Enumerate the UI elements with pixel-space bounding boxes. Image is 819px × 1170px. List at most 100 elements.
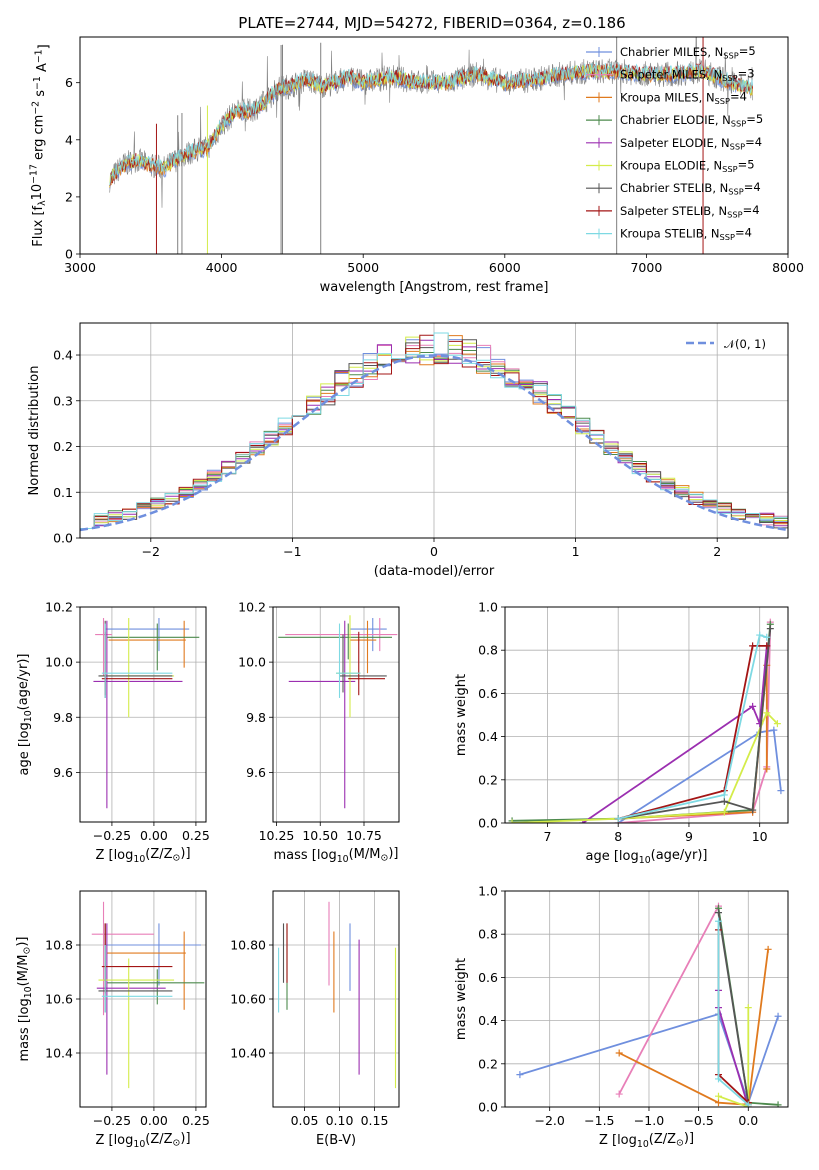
y-tick-label: 0.2 — [478, 772, 498, 787]
weight-marker — [516, 1071, 524, 1079]
x-tick-label: 8000 — [772, 260, 804, 275]
weight-marker — [763, 642, 771, 650]
y-tick-label: 0.4 — [478, 1013, 498, 1028]
x-tick-label: 0.05 — [291, 1113, 319, 1128]
x-tick-label: 0.25 — [182, 828, 210, 843]
y-tick-label: 0.6 — [478, 970, 498, 985]
legend-label: Chabrier ELODIE, NSSP​=5 — [620, 112, 763, 128]
x-tick-label: 0.25 — [182, 1113, 210, 1128]
x-tick-label: 10 — [752, 829, 768, 844]
legend-label: Kroupa MILES, NSSP​=4 — [620, 89, 747, 105]
weight-line-2 — [618, 949, 769, 1106]
weight-marker — [749, 642, 757, 650]
weight-marker — [774, 1012, 782, 1020]
weight-marker — [720, 791, 728, 799]
y-tick-label: 0.0 — [478, 1100, 498, 1115]
y-tick-label: 0 — [65, 247, 73, 262]
x-tick-label: 0.00 — [140, 1113, 168, 1128]
x-tick-label: 0.10 — [326, 1113, 354, 1128]
x-axis-label: Z [log10​(Z/Z⊙​)] — [95, 1131, 190, 1150]
x-axis-label: wavelength [Angstrom, rest frame] — [320, 280, 549, 295]
plot-area — [278, 901, 397, 1089]
chart-spectrum: 3000 4000 5000 6000 7000 8000 0 2 4 6 wavelength [… — [29, 36, 804, 295]
weight-marker — [615, 1090, 623, 1098]
y-axis-label: age [log10​(age/yr)] — [16, 654, 34, 776]
weight-marker — [720, 808, 728, 816]
y-tick-label: 9.6 — [53, 765, 73, 780]
weight-marker — [764, 945, 772, 953]
y-tick-label: 0.8 — [478, 927, 498, 942]
y-tick-label: 10.0 — [238, 655, 266, 670]
y-tick-label: 0.2 — [478, 1056, 498, 1071]
x-tick-label: 10.25 — [259, 828, 295, 843]
weight-marker — [770, 726, 778, 734]
residual-histogram-8 — [80, 332, 788, 529]
weight-marker — [749, 806, 757, 814]
y-tick-label: 0.0 — [478, 816, 498, 831]
x-tick-label: −1 — [283, 544, 301, 559]
y-tick-label: 0.1 — [53, 485, 73, 500]
weight-line-8 — [618, 633, 768, 820]
plot-area — [508, 618, 785, 823]
x-tick-label: 2 — [713, 544, 721, 559]
model-spectrum-8 — [109, 62, 753, 186]
figure-title: PLATE=2744, MJD=54272, FIBERID=0364, z=0… — [238, 14, 625, 32]
x-tick-label: −0.25 — [93, 1113, 131, 1128]
y-tick-label: 0.4 — [478, 729, 498, 744]
y-tick-label: 0.8 — [478, 643, 498, 658]
y-tick-label: 1.0 — [478, 884, 498, 899]
legend: 𝒩(0, 1) — [686, 337, 766, 351]
x-tick-label: −2.0 — [535, 1113, 565, 1128]
y-tick-label: 0.6 — [478, 686, 498, 701]
y-tick-label: 10.4 — [45, 1046, 73, 1061]
y-tick-label: 10.8 — [45, 938, 73, 953]
chart-mass_vs_Z: −0.25 0.00 0.25 10.4 10.6 10.8 Z [log10​(Z/Z⊙​… — [15, 890, 210, 1150]
weight-marker — [714, 1075, 722, 1083]
legend-label: Salpeter ELODIE, NSSP​=4 — [620, 135, 762, 151]
plot-area — [93, 618, 200, 809]
x-tick-label: 10.50 — [302, 828, 338, 843]
x-tick-label: 9 — [685, 829, 693, 844]
x-axis-label: Z [log10​(Z/Z⊙​)] — [95, 846, 190, 865]
y-tick-label: 1.0 — [478, 600, 498, 615]
weight-marker — [773, 720, 781, 728]
legend-label: Kroupa STELIB, NSSP​=4 — [620, 226, 752, 242]
legend-label: Salpeter STELIB, NSSP​=4 — [620, 203, 760, 219]
weight-line-4 — [582, 645, 768, 823]
x-tick-label: 0.15 — [361, 1113, 389, 1128]
weight-marker — [615, 1049, 623, 1057]
y-axis-label: mass [log10​(M/M⊙​)] — [15, 937, 34, 1062]
y-tick-label: 6 — [65, 75, 73, 90]
x-tick-label: 1 — [572, 544, 580, 559]
x-tick-label: −1.0 — [634, 1113, 664, 1128]
gaussian-curve — [80, 354, 788, 532]
weight-marker — [766, 625, 774, 633]
x-axis-label: E(B-V) — [316, 1133, 356, 1148]
chart-weight_vs_age: 7 8 9 10 0.0 0.2 0.4 0.6 0.8 1.0 age [log10​(age/y… — [454, 600, 789, 866]
y-tick-label: 0.4 — [53, 348, 73, 363]
x-tick-label: 0.0 — [738, 1113, 758, 1128]
x-axis-label: Z [log10​(Z/Z⊙​)] — [599, 1131, 694, 1150]
y-tick-label: 9.8 — [53, 710, 73, 725]
legend-label: 𝒩(0, 1) — [724, 337, 766, 351]
y-tick-label: 4 — [65, 132, 73, 147]
weight-marker — [763, 633, 771, 641]
plot-area — [80, 332, 788, 532]
weight-marker — [756, 631, 764, 639]
y-tick-label: 0.2 — [53, 439, 73, 454]
weight-marker — [614, 815, 622, 823]
weight-marker — [714, 1099, 722, 1107]
x-tick-label: 10.75 — [346, 828, 382, 843]
y-tick-label: 10.2 — [238, 600, 266, 615]
weight-marker — [774, 1101, 782, 1107]
chart-residuals: −2 −1 0 1 2 0.0 0.1 0.2 0.3 0.4 (data-model)/error… — [27, 322, 789, 579]
weight-marker — [744, 1101, 752, 1107]
y-tick-label: 0.3 — [53, 393, 73, 408]
y-tick-label: 9.6 — [246, 765, 266, 780]
x-tick-label: 7 — [543, 829, 551, 844]
y-tick-label: 10.2 — [45, 600, 73, 615]
weight-marker — [777, 787, 785, 795]
plot-area — [109, 37, 753, 254]
weight-line-5 — [718, 1007, 750, 1107]
